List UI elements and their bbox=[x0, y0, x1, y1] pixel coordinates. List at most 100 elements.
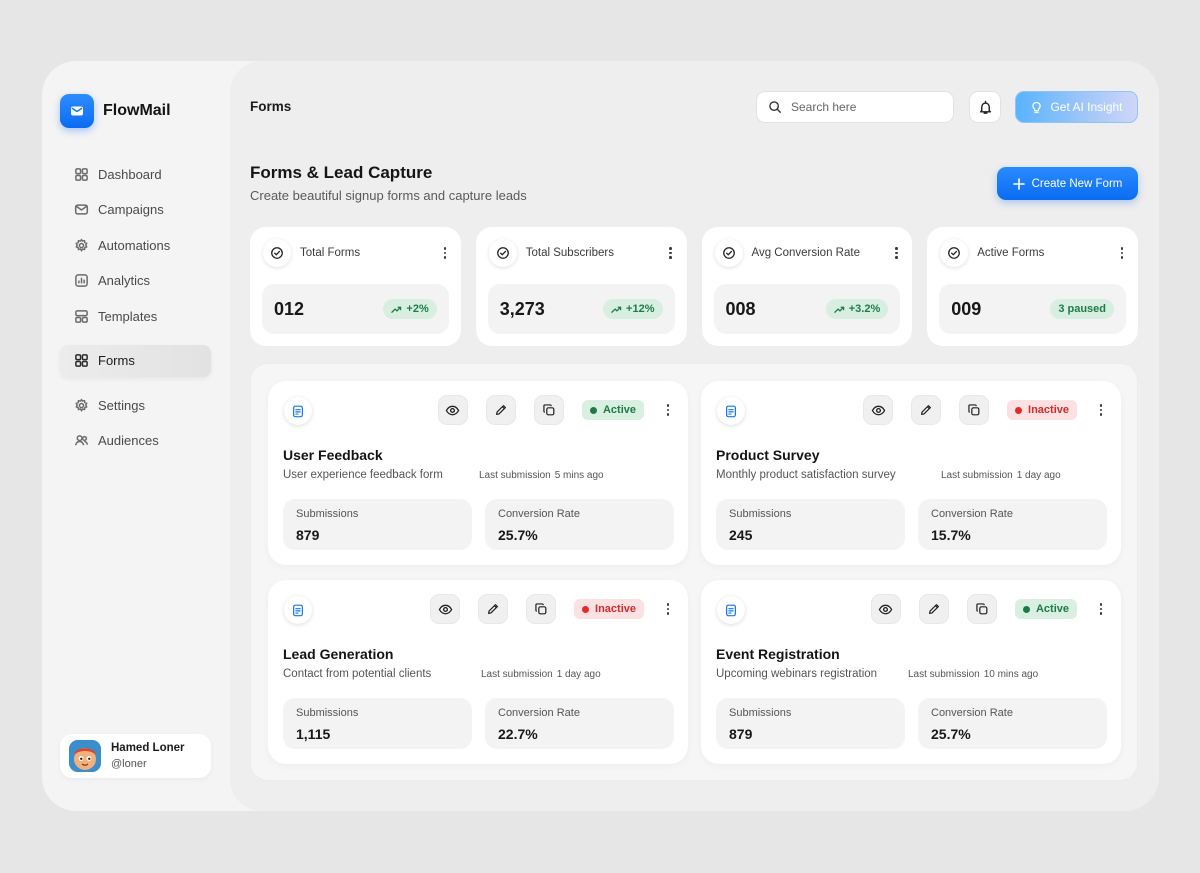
edit-button[interactable] bbox=[911, 395, 942, 425]
conversion-metric: Conversion Rate 15.7% bbox=[918, 499, 1107, 550]
last-submission: Last submission 10 mins ago bbox=[908, 669, 1039, 680]
more-options-icon[interactable] bbox=[1116, 247, 1128, 259]
stat-value: 3,273 bbox=[499, 298, 545, 319]
pencil-icon bbox=[921, 405, 932, 415]
sidebar-item-label: Analytics bbox=[98, 273, 151, 288]
clipboard-icon bbox=[284, 397, 312, 425]
sidebar-item-label: Templates bbox=[98, 308, 158, 324]
submissions-metric: Submissions 1,115 bbox=[283, 698, 472, 749]
status-badge: Inactive bbox=[1007, 400, 1077, 420]
sidebar-item-automations[interactable]: Automations bbox=[60, 229, 211, 261]
form-description: Monthly product satisfaction survey bbox=[716, 469, 896, 481]
last-submission: Last submission 5 mins ago bbox=[479, 470, 604, 481]
more-options-icon[interactable] bbox=[662, 404, 674, 416]
form-card-lead-generation[interactable]: Inactive Lead Generation Contact from po… bbox=[268, 580, 688, 764]
sidebar: FlowMail Dashboard Campaigns Automations… bbox=[42, 61, 230, 811]
brand[interactable]: FlowMail bbox=[60, 94, 171, 128]
form-card-event-registration[interactable]: Active Event Registration Upcoming webin… bbox=[701, 580, 1121, 764]
sidebar-item-campaigns[interactable]: Campaigns bbox=[60, 194, 211, 226]
create-new-form-button[interactable]: Create New Form bbox=[997, 167, 1138, 200]
more-options-icon[interactable] bbox=[1095, 603, 1107, 615]
trend-badge: +3.2% bbox=[825, 299, 889, 319]
duplicate-button[interactable] bbox=[959, 395, 990, 425]
trend-badge: +12% bbox=[603, 299, 663, 319]
form-title: Lead Generation bbox=[283, 646, 394, 662]
page-title: Forms & Lead Capture bbox=[250, 163, 433, 182]
edit-button[interactable] bbox=[918, 594, 949, 624]
clipboard-icon bbox=[284, 596, 312, 624]
trend-up-icon bbox=[834, 306, 845, 313]
check-circle-icon bbox=[263, 239, 291, 267]
stat-label: Active Forms bbox=[977, 247, 1045, 259]
view-button[interactable] bbox=[870, 594, 901, 624]
form-card-user-feedback[interactable]: Active User Feedback User experience fee… bbox=[268, 381, 688, 565]
form-title: Event Registration bbox=[716, 646, 840, 662]
trend-up-icon bbox=[391, 306, 402, 313]
more-options-icon[interactable] bbox=[665, 247, 677, 259]
plus-icon bbox=[1012, 177, 1025, 190]
stat-label: Avg Conversion Rate bbox=[751, 247, 860, 259]
stat-card-active-forms: Active Forms 009 3 paused bbox=[927, 227, 1138, 346]
mail-icon bbox=[74, 204, 89, 215]
create-button-label: Create New Form bbox=[1031, 177, 1123, 190]
sidebar-item-label: Settings bbox=[98, 397, 145, 413]
search-bar[interactable] bbox=[756, 91, 954, 123]
stat-value: 009 bbox=[951, 298, 982, 319]
search-input[interactable] bbox=[791, 100, 931, 114]
sidebar-item-label: Automations bbox=[98, 237, 171, 253]
notifications-button[interactable] bbox=[969, 91, 1001, 123]
view-button[interactable] bbox=[863, 395, 894, 425]
sidebar-item-analytics[interactable]: Analytics bbox=[60, 265, 211, 297]
stat-card-total-forms: Total Forms 012 +2% bbox=[250, 227, 461, 346]
sidebar-item-label: Dashboard bbox=[98, 166, 162, 182]
submissions-metric: Submissions 245 bbox=[716, 499, 905, 550]
sidebar-item-dashboard[interactable]: Dashboard bbox=[60, 158, 211, 190]
grid-icon bbox=[75, 354, 88, 367]
sidebar-item-label: Forms bbox=[98, 353, 135, 368]
gear-icon bbox=[75, 237, 88, 252]
form-description: Upcoming webinars registration bbox=[716, 668, 878, 680]
view-button[interactable] bbox=[430, 594, 461, 624]
edit-button[interactable] bbox=[485, 395, 516, 425]
status-badge: Active bbox=[581, 400, 644, 420]
form-card-product-survey[interactable]: Inactive Product Survey Monthly product … bbox=[701, 381, 1121, 565]
clipboard-icon bbox=[717, 596, 745, 624]
check-circle-icon bbox=[940, 239, 969, 267]
paused-badge: 3 paused bbox=[1050, 299, 1114, 319]
lightbulb-icon bbox=[1032, 101, 1042, 113]
conversion-metric: Conversion Rate 22.7% bbox=[485, 698, 674, 749]
user-profile-card[interactable]: Hamed Loner @loner bbox=[60, 734, 211, 778]
last-submission: Last submission 1 day ago bbox=[481, 669, 601, 680]
edit-button[interactable] bbox=[478, 594, 509, 624]
view-button[interactable] bbox=[437, 395, 468, 425]
sidebar-item-audiences[interactable]: Audiences bbox=[60, 425, 211, 457]
more-options-icon[interactable] bbox=[890, 247, 902, 259]
app-window: FlowMail Dashboard Campaigns Automations… bbox=[42, 61, 1159, 811]
form-description: Contact from potential clients bbox=[283, 668, 432, 680]
eye-icon bbox=[871, 405, 885, 415]
more-options-icon[interactable] bbox=[1095, 404, 1107, 416]
sidebar-item-forms[interactable]: Forms bbox=[60, 344, 211, 377]
more-options-icon[interactable] bbox=[662, 603, 674, 615]
conversion-metric: Conversion Rate 25.7% bbox=[918, 698, 1107, 749]
more-options-icon[interactable] bbox=[439, 247, 451, 259]
page-subtitle: Create beautiful signup forms and captur… bbox=[250, 188, 527, 203]
check-circle-icon bbox=[714, 239, 743, 267]
sidebar-item-settings[interactable]: Settings bbox=[60, 389, 211, 421]
eye-icon bbox=[446, 405, 460, 415]
sidebar-item-templates[interactable]: Templates bbox=[60, 300, 211, 332]
stat-label: Total Forms bbox=[300, 247, 361, 259]
forms-panel: Active User Feedback User experience fee… bbox=[250, 363, 1138, 781]
submissions-metric: Submissions 879 bbox=[716, 698, 905, 749]
chart-icon bbox=[75, 274, 88, 287]
pencil-icon bbox=[488, 604, 499, 614]
duplicate-button[interactable] bbox=[526, 594, 557, 624]
conversion-metric: Conversion Rate 25.7% bbox=[485, 499, 674, 550]
breadcrumb: Forms bbox=[250, 99, 292, 114]
get-ai-insight-button[interactable]: Get AI Insight bbox=[1015, 91, 1138, 123]
status-badge: Active bbox=[1014, 599, 1077, 619]
stat-card-total-subscribers: Total Subscribers 3,273 +12% bbox=[475, 227, 687, 346]
duplicate-button[interactable] bbox=[966, 594, 997, 624]
form-title: User Feedback bbox=[283, 447, 383, 463]
duplicate-button[interactable] bbox=[533, 395, 564, 425]
